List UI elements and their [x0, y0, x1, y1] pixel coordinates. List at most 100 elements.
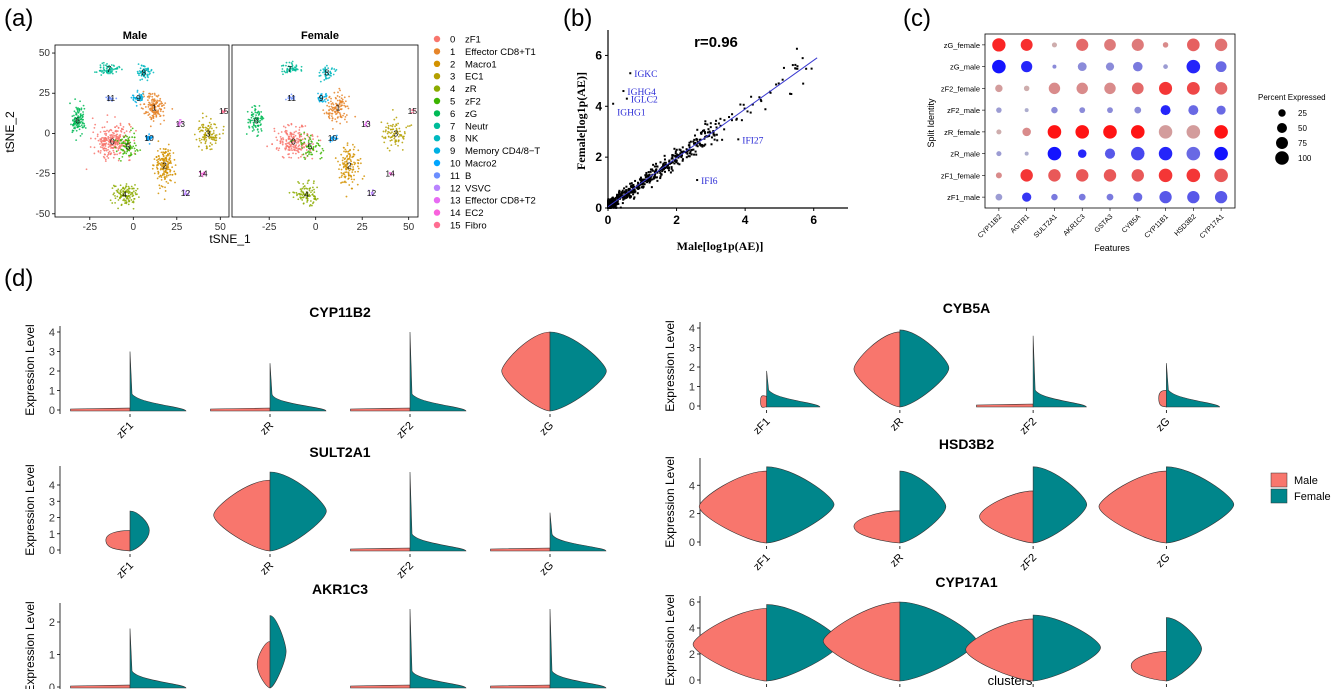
correlation-point	[667, 166, 670, 169]
tsne-point	[202, 123, 204, 126]
tsne-point	[205, 139, 208, 141]
tsne-point	[297, 145, 300, 148]
tsne-point	[154, 113, 156, 116]
correlation-point	[673, 162, 676, 165]
tsne-point	[138, 93, 141, 96]
violin-ytick-label: 0	[49, 545, 55, 557]
tsne-point	[99, 64, 102, 67]
tsne-point	[330, 105, 333, 108]
tsne-point	[303, 146, 305, 149]
violin-ytick-label: 1	[49, 529, 55, 541]
correlation-point	[615, 206, 618, 209]
tsne-point	[107, 99, 110, 102]
tsne-point	[328, 95, 331, 98]
tsne-point	[106, 62, 108, 65]
tsne-point	[281, 70, 284, 73]
tsne-point	[73, 110, 76, 113]
tsne-point	[297, 151, 300, 154]
tsne-point	[342, 114, 344, 117]
tsne-point	[158, 184, 161, 187]
tsne-point	[348, 95, 350, 98]
violin-cluster-label: zF1	[115, 420, 136, 441]
dotplot-row-label: zF1_male	[947, 193, 980, 202]
tsne-point	[198, 139, 201, 142]
tsne-point	[126, 190, 129, 193]
dotplot-dot	[1131, 38, 1144, 51]
tsne-point	[316, 186, 319, 189]
tsne-point	[148, 113, 151, 115]
tsne-point	[84, 127, 87, 129]
tsne-point	[335, 102, 337, 105]
tsne-point	[254, 105, 257, 108]
correlation-point	[802, 82, 805, 85]
tsne-point	[291, 60, 294, 63]
correlation-xtick-label: 0	[605, 213, 612, 227]
tsne-point	[294, 140, 297, 143]
tsne-point	[360, 162, 362, 165]
tsne-point	[116, 190, 119, 192]
correlation-point	[693, 138, 696, 141]
tsne-point	[103, 130, 105, 133]
tsne-point	[330, 100, 332, 103]
tsne-point	[153, 103, 156, 106]
violin-ytick-label: 1	[689, 382, 695, 394]
tsne-point	[394, 143, 397, 146]
tsne-point	[359, 157, 362, 160]
tsne-point	[152, 116, 155, 119]
tsne-point	[390, 144, 393, 147]
tsne-point	[178, 119, 181, 121]
tsne-legend: 0 zF1 1 Effector CD8+T1 2 Macro1 3 EC1 4 zR 5 zF2 6 z…	[433, 35, 540, 232]
dotplot-dot	[1188, 105, 1199, 116]
tsne-point	[209, 130, 212, 133]
tsne-point	[122, 125, 125, 128]
correlation-highlight-point	[612, 102, 615, 105]
tsne-point	[306, 201, 308, 203]
tsne-point	[113, 153, 116, 156]
correlation-point	[706, 123, 709, 126]
tsne-point	[281, 140, 284, 143]
tsne-point	[141, 70, 144, 73]
tsne-point	[356, 165, 359, 168]
violin-cluster-label: zR	[258, 420, 276, 438]
tsne-point	[122, 142, 125, 145]
tsne-point	[319, 74, 322, 77]
dotplot-dot	[1021, 61, 1033, 73]
tsne-point	[136, 91, 139, 93]
tsne-point	[135, 129, 137, 132]
tsne-point	[295, 64, 298, 67]
correlation-point	[679, 149, 682, 152]
tsne-point	[151, 135, 153, 138]
tsne-point	[203, 173, 206, 176]
dotplot-dot	[1134, 106, 1142, 114]
tsne-point	[79, 134, 82, 137]
tsne-point	[118, 142, 121, 145]
tsne-legend-key	[433, 159, 441, 167]
dotplot-dot	[995, 172, 1002, 179]
violin-ytick-label: 2	[689, 509, 695, 521]
tsne-point	[162, 168, 165, 171]
violin-ytick-label: 0	[49, 682, 55, 689]
tsne-point	[104, 130, 107, 133]
tsne-point	[164, 102, 167, 105]
tsne-point	[296, 149, 299, 152]
tsne-point	[340, 108, 343, 110]
dotplot-dot	[1105, 62, 1115, 71]
tsne-point	[161, 159, 164, 161]
dotplot-dot	[1214, 190, 1228, 204]
tsne-legend-key	[433, 209, 441, 216]
tsne-point	[76, 122, 78, 125]
tsne-point	[152, 120, 155, 122]
violin-ytick-label: 2	[49, 366, 55, 378]
tsne-legend-key	[433, 122, 441, 129]
tsne-point	[131, 195, 134, 198]
tsne-point	[336, 99, 339, 102]
tsne-point	[383, 141, 386, 144]
tsne-cluster-label: 1	[336, 103, 341, 113]
tsne-point	[157, 160, 160, 163]
tsne-point	[108, 129, 111, 132]
tsne-legend-id: 3	[450, 72, 455, 83]
tsne-point	[80, 114, 83, 117]
tsne-point	[389, 128, 392, 131]
tsne-point	[133, 147, 136, 150]
tsne-cluster-label: 7	[287, 64, 292, 74]
